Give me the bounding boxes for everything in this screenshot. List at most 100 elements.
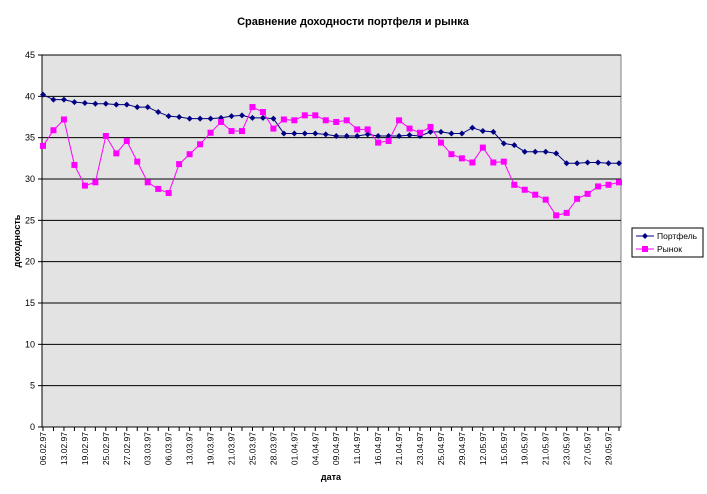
data-point [102, 100, 109, 107]
data-point [427, 123, 434, 130]
data-point [176, 161, 183, 168]
data-point [479, 128, 486, 135]
data-point [144, 179, 151, 186]
x-tick-label: 19.02.97 [80, 432, 90, 465]
y-axis-label: доходность [12, 214, 22, 267]
y-tick-label: 45 [25, 50, 35, 60]
data-point [270, 115, 277, 122]
data-point [228, 113, 235, 120]
data-point [280, 116, 287, 123]
y-tick-label: 5 [30, 381, 35, 391]
data-point [333, 118, 340, 125]
data-point [542, 196, 549, 203]
data-point [616, 160, 622, 167]
data-point [333, 133, 340, 140]
data-point [81, 182, 88, 189]
data-point [207, 129, 214, 136]
data-point [406, 132, 413, 139]
data-point [207, 115, 214, 122]
data-point [228, 128, 235, 135]
data-point [396, 133, 403, 140]
x-tick-label: 04.04.97 [310, 432, 320, 465]
data-point [500, 140, 507, 147]
data-point [186, 115, 193, 122]
x-tick-label: 28.03.97 [268, 432, 278, 465]
x-tick-label: 21.04.97 [394, 432, 404, 465]
data-point [532, 148, 539, 155]
x-tick-label: 25.02.97 [101, 432, 111, 465]
data-point [249, 114, 256, 121]
x-tick-label: 06.03.97 [164, 432, 174, 465]
legend-marker [642, 246, 648, 252]
data-point [40, 91, 46, 98]
data-point [155, 185, 162, 192]
data-point [186, 151, 193, 158]
legend-box [631, 227, 704, 258]
x-tick-label: 03.03.97 [143, 432, 153, 465]
x-tick-label: 25.04.97 [436, 432, 446, 465]
data-point [197, 115, 204, 122]
data-point [249, 104, 256, 111]
data-point [123, 137, 130, 144]
data-point [218, 118, 225, 125]
y-tick-label: 40 [25, 91, 35, 101]
data-point [238, 112, 245, 119]
x-tick-label: 06.02.97 [38, 432, 48, 465]
data-point [259, 109, 266, 116]
data-point [479, 144, 486, 151]
x-tick-label: 15.05.97 [499, 432, 509, 465]
data-point [364, 131, 371, 138]
data-point [354, 126, 361, 133]
data-point [197, 141, 204, 148]
data-point [50, 96, 57, 103]
data-point [81, 99, 88, 106]
data-point [605, 160, 612, 167]
y-tick-label: 25 [25, 215, 35, 225]
data-point [584, 190, 591, 197]
data-point [574, 160, 581, 167]
x-tick-label: 01.04.97 [289, 432, 299, 465]
data-point [458, 130, 465, 137]
data-point [40, 142, 46, 149]
data-point [113, 150, 120, 157]
data-point [113, 101, 120, 108]
data-point [406, 125, 413, 132]
data-point [616, 179, 622, 186]
data-point [134, 158, 141, 165]
data-point [500, 158, 507, 165]
data-point [574, 195, 581, 202]
x-tick-label: 29.04.97 [457, 432, 467, 465]
data-point [417, 129, 424, 136]
data-point [385, 137, 392, 144]
x-tick-label: 19.05.97 [520, 432, 530, 465]
data-point [375, 133, 382, 140]
data-point [92, 179, 99, 186]
data-point [396, 117, 403, 124]
data-point [280, 130, 287, 137]
data-point [60, 116, 67, 123]
legend-label: Рынок [657, 244, 682, 254]
data-point [92, 100, 99, 107]
data-point [511, 181, 518, 188]
data-point [427, 128, 434, 135]
data-point [60, 96, 67, 103]
data-point [102, 133, 109, 140]
data-point [165, 190, 172, 197]
x-tick-label: 27.05.97 [583, 432, 593, 465]
data-point [270, 125, 277, 132]
data-point [595, 183, 602, 190]
data-point [291, 130, 298, 137]
data-point [343, 133, 350, 140]
data-point [354, 133, 361, 140]
data-point [490, 159, 497, 166]
data-point [71, 99, 78, 106]
x-tick-label: 12.05.97 [478, 432, 488, 465]
x-tick-label: 23.04.97 [415, 432, 425, 465]
y-tick-label: 30 [25, 174, 35, 184]
data-point [291, 117, 298, 124]
data-point [448, 130, 455, 137]
data-point [312, 112, 319, 119]
data-point [521, 148, 528, 155]
